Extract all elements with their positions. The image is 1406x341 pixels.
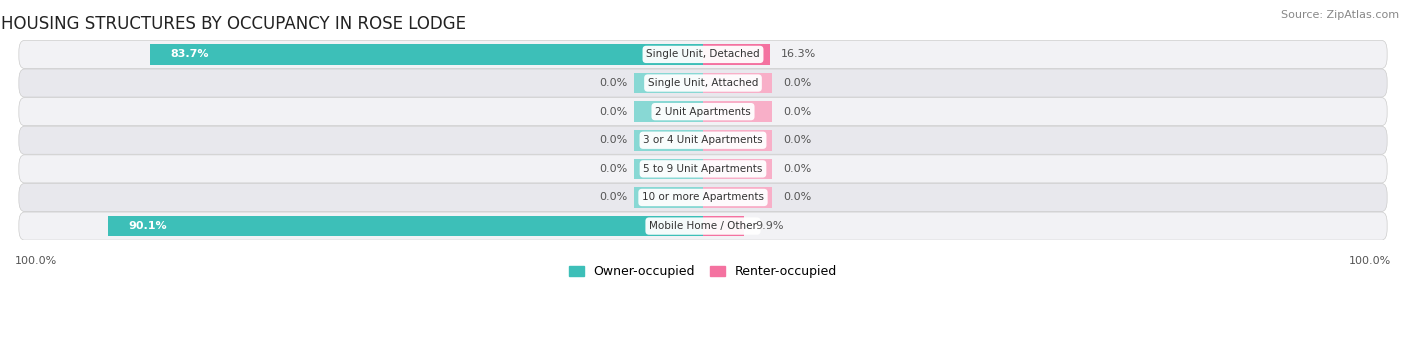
Text: 0.0%: 0.0% [783,107,811,117]
FancyBboxPatch shape [18,155,1388,183]
Bar [703,216,744,236]
Text: 16.3%: 16.3% [782,49,817,59]
FancyBboxPatch shape [18,98,1388,125]
Text: HOUSING STRUCTURES BY OCCUPANCY IN ROSE LODGE: HOUSING STRUCTURES BY OCCUPANCY IN ROSE … [1,15,467,33]
Text: 0.0%: 0.0% [783,78,811,88]
Bar [703,101,772,122]
Text: 100.0%: 100.0% [1348,256,1391,266]
Bar [634,130,703,150]
FancyBboxPatch shape [18,40,1388,69]
Bar [703,73,772,93]
Legend: Owner-occupied, Renter-occupied: Owner-occupied, Renter-occupied [568,265,838,278]
Bar [634,159,703,179]
Text: Source: ZipAtlas.com: Source: ZipAtlas.com [1281,10,1399,20]
Text: 10 or more Apartments: 10 or more Apartments [643,192,763,203]
Text: 0.0%: 0.0% [783,192,811,203]
Text: 0.0%: 0.0% [783,135,811,145]
Text: 3 or 4 Unit Apartments: 3 or 4 Unit Apartments [643,135,763,145]
Bar [703,159,772,179]
FancyBboxPatch shape [18,183,1388,211]
Text: 5 to 9 Unit Apartments: 5 to 9 Unit Apartments [644,164,762,174]
Text: 83.7%: 83.7% [170,49,209,59]
Text: Single Unit, Detached: Single Unit, Detached [647,49,759,59]
Bar [703,187,772,208]
Bar [634,187,703,208]
Bar [108,216,703,236]
Text: 90.1%: 90.1% [128,221,167,231]
Text: 0.0%: 0.0% [599,192,627,203]
Text: 100.0%: 100.0% [15,256,58,266]
Text: Mobile Home / Other: Mobile Home / Other [650,221,756,231]
Text: 0.0%: 0.0% [783,164,811,174]
Text: 2 Unit Apartments: 2 Unit Apartments [655,107,751,117]
Text: 0.0%: 0.0% [599,164,627,174]
FancyBboxPatch shape [18,126,1388,154]
Bar [703,44,770,65]
Text: 0.0%: 0.0% [599,78,627,88]
Text: 9.9%: 9.9% [755,221,783,231]
FancyBboxPatch shape [18,69,1388,97]
Text: 0.0%: 0.0% [599,107,627,117]
Text: Single Unit, Attached: Single Unit, Attached [648,78,758,88]
Text: 0.0%: 0.0% [599,135,627,145]
Bar [634,73,703,93]
Bar [150,44,703,65]
Bar [703,130,772,150]
Bar [634,101,703,122]
FancyBboxPatch shape [18,212,1388,240]
